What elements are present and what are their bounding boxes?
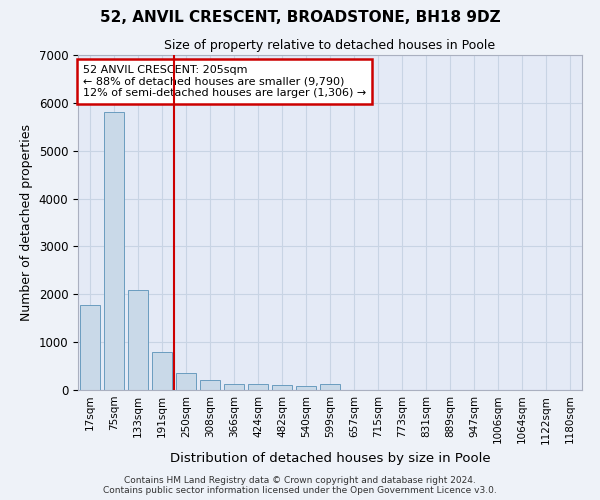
Bar [152, 352, 172, 390]
Bar [104, 112, 124, 390]
Text: 52, ANVIL CRESCENT, BROADSTONE, BH18 9DZ: 52, ANVIL CRESCENT, BROADSTONE, BH18 9DZ [100, 10, 500, 25]
Y-axis label: Number of detached properties: Number of detached properties [20, 124, 33, 321]
Bar [176, 373, 196, 390]
Bar [320, 384, 340, 390]
Text: 52 ANVIL CRESCENT: 205sqm
← 88% of detached houses are smaller (9,790)
12% of se: 52 ANVIL CRESCENT: 205sqm ← 88% of detac… [83, 65, 366, 98]
Bar [224, 384, 244, 390]
Bar [80, 305, 100, 390]
Bar [296, 386, 316, 390]
Bar [200, 380, 220, 390]
Title: Size of property relative to detached houses in Poole: Size of property relative to detached ho… [164, 40, 496, 52]
X-axis label: Distribution of detached houses by size in Poole: Distribution of detached houses by size … [170, 452, 490, 465]
Text: Contains HM Land Registry data © Crown copyright and database right 2024.
Contai: Contains HM Land Registry data © Crown c… [103, 476, 497, 495]
Bar [248, 384, 268, 390]
Bar [128, 290, 148, 390]
Bar [272, 385, 292, 390]
